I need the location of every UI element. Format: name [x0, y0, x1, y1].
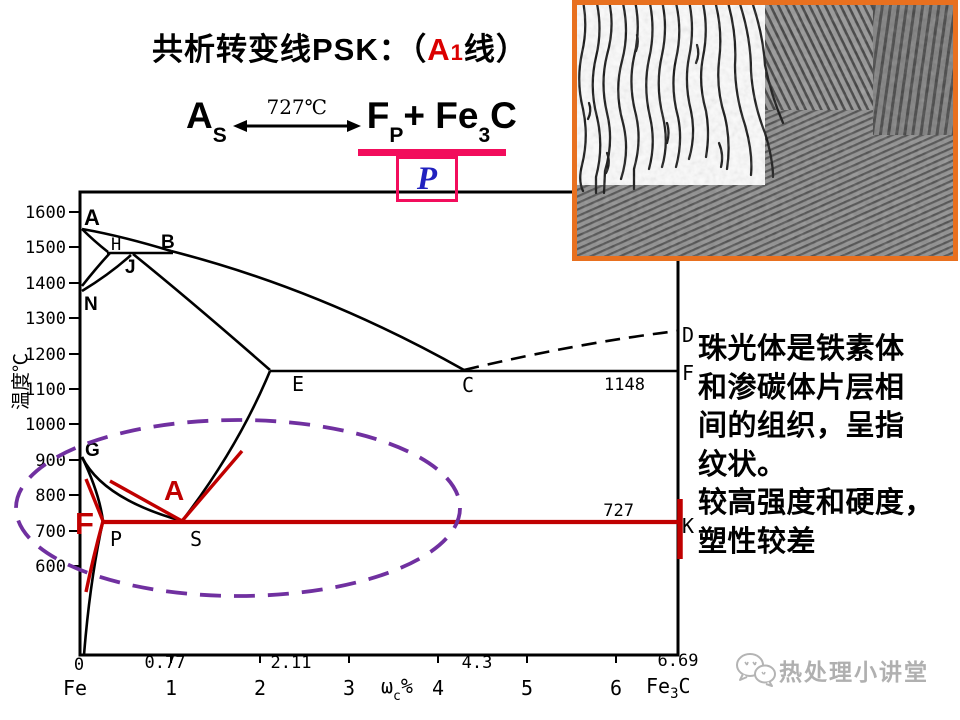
- svg-text:4: 4: [432, 676, 444, 700]
- boundary-NH: [80, 252, 111, 287]
- svg-text:5: 5: [521, 676, 533, 700]
- title-suffix: 线）: [463, 32, 528, 67]
- slide-title: 共析转变线PSK：（A1线）: [152, 24, 528, 69]
- pearlite-micrograph: [572, 0, 958, 261]
- wechat-logo-icon: [736, 653, 776, 687]
- x-axis-special-labels: 0 0.77 2.11 4.3 6.69: [74, 651, 699, 675]
- svg-text:A: A: [84, 205, 100, 230]
- liquidus-BC: [170, 249, 465, 372]
- ferrite-phase-label: F: [75, 506, 94, 541]
- svg-text:K: K: [682, 514, 694, 538]
- gp-red-segment: [84, 478, 105, 522]
- y-axis-title: 温度℃: [10, 353, 32, 410]
- svg-text:600: 600: [35, 557, 66, 577]
- acm-ES: [180, 370, 272, 522]
- svg-text:1600: 1600: [25, 203, 66, 223]
- svg-text:6: 6: [610, 676, 622, 700]
- note-line: 较高强度和硬度，: [698, 487, 935, 519]
- svg-text:J: J: [125, 257, 136, 278]
- svg-text:3: 3: [343, 676, 355, 700]
- svg-text:1500: 1500: [25, 238, 66, 258]
- red-highlight-lines: [84, 449, 683, 593]
- solidus-JE: [132, 252, 271, 371]
- liquidus-AB: [81, 227, 172, 253]
- formula-ferrite: FP+ Fe3C: [366, 95, 517, 148]
- phase-boundary-lines: [80, 227, 678, 656]
- double-arrow-icon: [232, 120, 361, 132]
- title-a1: A: [427, 32, 451, 67]
- svg-text:6.69: 6.69: [658, 651, 699, 671]
- pearlite-label-box: P: [396, 156, 458, 202]
- austenite-phase-label: A: [164, 475, 184, 506]
- note-line: 和渗碳体片层相: [698, 371, 905, 404]
- x-axis-ticks: [170, 655, 617, 663]
- svg-text:C: C: [462, 373, 474, 397]
- note-line: 塑性较差: [698, 525, 817, 558]
- watermark-text: 热处理小讲堂: [779, 659, 929, 685]
- svg-text:1300: 1300: [25, 309, 66, 329]
- note-line: 间的组织，呈指: [698, 410, 905, 442]
- eutectoid-temp-label: 727: [603, 501, 634, 521]
- svg-text:1100: 1100: [25, 380, 66, 400]
- solidus-AH: [81, 228, 109, 254]
- x-axis-fe3c-label: Fe3C: [646, 674, 691, 702]
- boundary-NJ: [81, 254, 132, 293]
- svg-text:E: E: [292, 372, 304, 396]
- formula-austenite: AS: [186, 95, 227, 148]
- eutectoid-reaction-formula: AS 727℃ FP+ Fe3C: [186, 96, 517, 156]
- svg-text:2.11: 2.11: [271, 653, 312, 673]
- svg-text:1000: 1000: [25, 415, 66, 435]
- svg-text:F: F: [682, 361, 694, 385]
- svg-text:2: 2: [254, 676, 266, 700]
- note-line: 纹状。: [698, 448, 787, 481]
- title-a1-sub: 1: [450, 40, 464, 65]
- eutectic-temp-label: 1148: [604, 375, 645, 395]
- svg-text:1: 1: [165, 676, 177, 700]
- reaction-arrow: 727℃: [232, 95, 361, 139]
- svg-text:0.77: 0.77: [145, 653, 186, 673]
- note-line: 珠光体是铁素体: [698, 333, 905, 365]
- pearlite-symbol: P: [416, 160, 438, 197]
- y-axis-labels: 1600 1500 1400 1300 1200 1100 1000 900 8…: [25, 203, 66, 577]
- svg-text:N: N: [84, 294, 98, 315]
- eutectoid-region-ellipse: [14, 418, 462, 598]
- micrograph-texture: [577, 0, 953, 256]
- svg-text:0: 0: [74, 655, 84, 675]
- arrow-temperature-label: 727℃: [266, 95, 328, 119]
- y-axis-ticks: [69, 211, 80, 567]
- svg-text:800: 800: [35, 486, 66, 506]
- svg-text:4.3: 4.3: [462, 653, 493, 673]
- svg-text:1400: 1400: [25, 274, 66, 294]
- x-axis-labels: Fe 1 2 3 4 5 6: [63, 676, 622, 700]
- pq-red-segment: [84, 520, 105, 593]
- svg-text:Fe: Fe: [63, 676, 87, 700]
- liquidus-CD-dashed: [463, 329, 678, 372]
- gs-red-segment: [109, 479, 183, 523]
- svg-text:D: D: [682, 323, 694, 347]
- se-red-segment: [180, 449, 244, 523]
- watermark: 热处理小讲堂: [733, 648, 929, 692]
- svg-text:S: S: [190, 527, 202, 551]
- point-labels: A H B J N G P S E C D F K 1148 727: [84, 205, 694, 551]
- title-prefix: 共析转变线PSK：（: [152, 32, 428, 67]
- svg-text:G: G: [85, 440, 100, 461]
- svg-text:1200: 1200: [25, 345, 66, 365]
- svg-text:P: P: [110, 527, 122, 551]
- x-axis-title: ωc%: [381, 674, 413, 704]
- svg-text:700: 700: [35, 522, 66, 542]
- product-underline: [358, 149, 506, 156]
- svg-text:H: H: [111, 235, 121, 255]
- pearlite-description: 珠光体是铁素体 和渗碳体片层相 间的组织，呈指 纹状。 较高强度和硬度， 塑性较…: [698, 330, 960, 561]
- svg-text:B: B: [161, 232, 175, 253]
